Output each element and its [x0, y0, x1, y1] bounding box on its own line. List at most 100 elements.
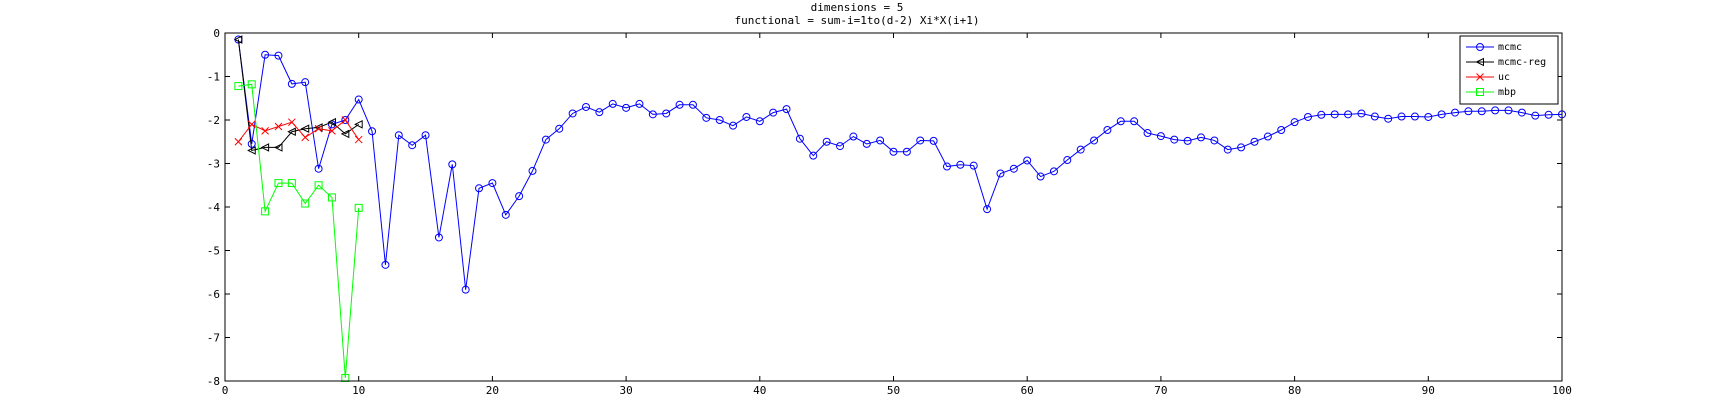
- legend-marker: [1476, 43, 1484, 51]
- data-point-mcmc: [488, 179, 497, 188]
- data-point-mbp: [274, 179, 283, 188]
- x-tick-label: 80: [1288, 384, 1301, 397]
- data-point-mcmc: [648, 110, 657, 119]
- series-group: [233, 35, 1566, 382]
- data-point-mcmc: [729, 121, 738, 130]
- data-point-mcmc: [1237, 143, 1246, 152]
- data-point-mbp: [247, 80, 256, 89]
- data-point-uc: [314, 124, 323, 133]
- data-point-mcmc: [849, 132, 858, 141]
- data-point-mcmc: [822, 137, 831, 146]
- y-tick-label: -7: [207, 332, 220, 345]
- data-point-mcmc: [1210, 136, 1219, 145]
- x-tick-label: 60: [1021, 384, 1034, 397]
- data-point-mcmc: [1517, 108, 1526, 117]
- legend-marker: [1476, 88, 1484, 96]
- chart-title-line-1: dimensions = 5: [811, 1, 904, 14]
- data-point-mcmc: [555, 124, 564, 133]
- data-point-mcmc-reg: [273, 143, 283, 152]
- data-point-mcmc: [1090, 136, 1099, 145]
- data-point-mcmc: [1263, 132, 1272, 141]
- data-point-uc: [301, 133, 310, 142]
- series-line-mbp: [238, 83, 360, 378]
- data-point-mcmc: [515, 192, 524, 201]
- data-point-mcmc-reg: [327, 117, 336, 127]
- data-point-mcmc: [622, 103, 631, 112]
- y-tick-label: -6: [207, 288, 220, 301]
- data-point-mcmc: [595, 108, 604, 117]
- data-point-mbp: [287, 179, 296, 188]
- data-point-mcmc: [1277, 126, 1286, 135]
- data-point-mcmc: [662, 109, 671, 118]
- data-point-mcmc: [1424, 112, 1433, 121]
- y-tick-label: 0: [213, 27, 220, 40]
- x-tick-label: 50: [887, 384, 900, 397]
- y-tick-label: -8: [207, 375, 220, 388]
- data-point-mcmc: [688, 100, 697, 109]
- y-tick-label: -5: [207, 245, 220, 258]
- data-point-mcmc-reg: [287, 127, 296, 137]
- data-point-mcmc: [1357, 109, 1366, 118]
- data-point-mcmc: [1223, 145, 1232, 154]
- data-point-mbp: [234, 82, 243, 91]
- x-tick-label: 10: [352, 384, 365, 397]
- data-point-mcmc: [1504, 106, 1513, 115]
- data-point-mcmc: [261, 50, 270, 59]
- data-point-mcmc: [1197, 133, 1206, 142]
- series-line-mcmc: [237, 39, 1563, 290]
- data-point-mcmc: [782, 105, 791, 114]
- data-point-mcmc: [889, 147, 898, 156]
- data-point-mcmc: [809, 151, 818, 160]
- data-point-mbp: [327, 193, 336, 202]
- data-point-mcmc: [675, 100, 684, 109]
- data-point-mcmc: [1290, 118, 1299, 127]
- data-point-mcmc: [368, 127, 377, 136]
- x-tick-label: 30: [619, 384, 632, 397]
- series-mcmc: [234, 35, 1566, 294]
- data-point-uc: [261, 127, 269, 135]
- data-point-mcmc: [876, 136, 885, 145]
- legend: mcmc mcmc-reg uc mbp: [1459, 35, 1559, 105]
- data-point-mcmc: [501, 210, 510, 219]
- plot-area: [225, 33, 1562, 381]
- data-point-mcmc: [1397, 112, 1406, 121]
- data-point-uc: [234, 137, 243, 146]
- data-point-uc: [328, 127, 336, 135]
- data-point-mcmc: [314, 164, 323, 173]
- data-point-mcmc: [1344, 110, 1353, 119]
- data-point-mcmc: [528, 166, 537, 175]
- data-point-mcmc: [742, 112, 751, 121]
- data-point-mcmc: [1370, 112, 1379, 121]
- data-point-mcmc-reg: [340, 129, 350, 139]
- data-point-uc: [341, 116, 350, 124]
- x-tick-label: 20: [486, 384, 499, 397]
- data-point-mcmc: [942, 162, 951, 171]
- data-point-mcmc: [1156, 132, 1165, 141]
- x-tick-label: 100: [1552, 384, 1572, 397]
- data-point-mcmc: [461, 285, 470, 294]
- data-point-mcmc: [541, 135, 550, 144]
- data-point-mcmc: [341, 116, 350, 124]
- series-line-uc: [237, 119, 360, 143]
- y-tick-label: -4: [207, 201, 221, 214]
- data-point-mcmc: [568, 109, 577, 118]
- data-point-mcmc: [1023, 156, 1032, 165]
- chart-title-line-2: functional = sum-i=1to(d-2) Xi*X(i+1): [734, 14, 979, 27]
- data-point-mcmc: [381, 260, 390, 269]
- data-point-mcmc: [1464, 107, 1473, 116]
- data-point-mcmc: [1170, 135, 1179, 144]
- legend-marker: [1476, 73, 1484, 81]
- series-uc: [234, 116, 363, 146]
- data-point-mcmc: [301, 78, 310, 87]
- data-point-mcmc: [702, 113, 711, 122]
- data-point-mcmc: [836, 142, 845, 151]
- data-point-mcmc: [929, 136, 938, 145]
- data-point-mcmc: [795, 134, 804, 143]
- data-point-mcmc: [715, 116, 724, 124]
- data-point-mcmc: [1143, 129, 1152, 138]
- data-point-mcmc-reg: [300, 124, 310, 134]
- legend-label: mcmc: [1498, 42, 1522, 53]
- x-tick-label: 0: [222, 384, 229, 397]
- data-point-mcmc: [1250, 137, 1259, 146]
- legend-label: mcmc-reg: [1498, 57, 1546, 68]
